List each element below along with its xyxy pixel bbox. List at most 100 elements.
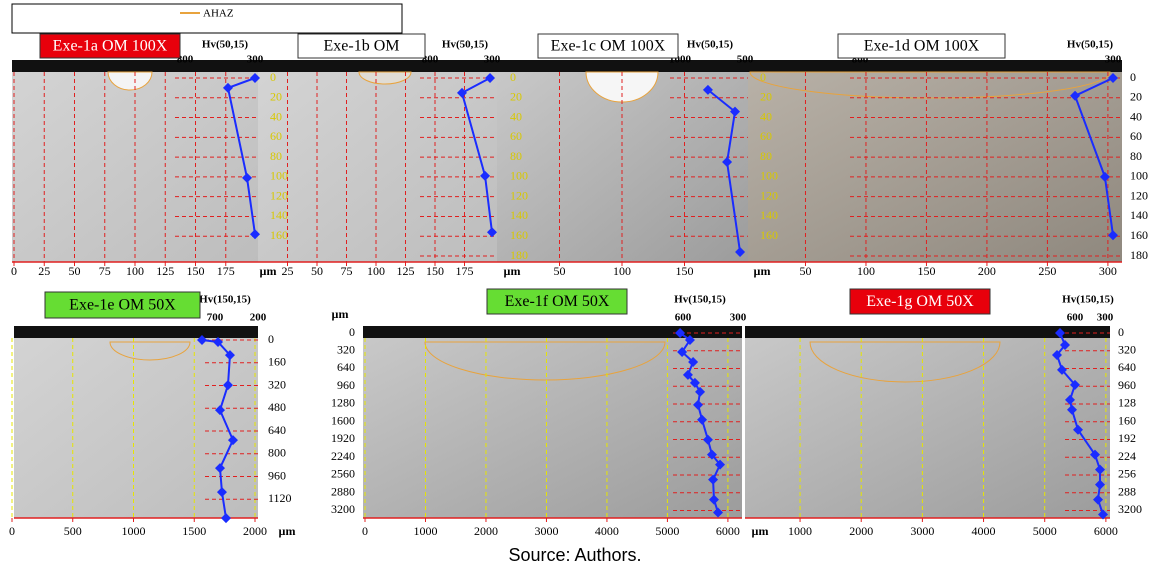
- hardness-tick-label: 300: [1097, 312, 1114, 324]
- hardness-point: [1052, 349, 1062, 360]
- hardness-point: [1073, 424, 1083, 435]
- hardness-point: [697, 414, 708, 425]
- y-tick-label: 20: [270, 90, 282, 104]
- hardness-point: [487, 227, 497, 238]
- y-tick-label: 224: [1118, 449, 1136, 463]
- hardness-point: [693, 399, 704, 410]
- x-tick-label: 50: [69, 264, 81, 278]
- y-tick-label: 100: [270, 169, 288, 183]
- y-unit: µm: [332, 307, 349, 321]
- x-tick-label: 125: [397, 264, 415, 278]
- y-tick-label: 2560: [331, 467, 355, 481]
- micrograph: [258, 64, 497, 262]
- x-tick-label: 4000: [972, 524, 996, 538]
- y-tick-label: 20: [1130, 90, 1142, 104]
- hardness-point: [695, 386, 706, 397]
- micrograph: [745, 330, 1110, 518]
- x-unit: µm: [279, 524, 296, 538]
- ahaz-zone: [109, 341, 191, 361]
- x-tick-label: 0: [362, 524, 368, 538]
- y-tick-label: 160: [1130, 228, 1148, 242]
- y-tick-label: 256: [1118, 467, 1136, 481]
- y-tick-label: 140: [510, 208, 528, 222]
- panel-title: Exe-1b OM: [324, 38, 400, 55]
- hardness-tick-label: 300: [247, 54, 264, 66]
- y-tick-label: 120: [1130, 188, 1148, 202]
- hardness-point: [222, 82, 233, 93]
- y-tick-label: 80: [1130, 149, 1142, 163]
- y-tick-label: 1600: [331, 413, 355, 427]
- y-tick-label: 160: [270, 228, 288, 242]
- hardness-point: [675, 328, 686, 338]
- y-tick-label: 180: [1130, 248, 1148, 262]
- panel-title: Exe-1c OM 100X: [551, 38, 666, 55]
- y-tick-label: 640: [337, 360, 355, 374]
- title-box: [849, 288, 991, 315]
- y-tick-label: 2240: [331, 449, 355, 463]
- y-tick-label: 0: [760, 70, 766, 84]
- x-tick-label: 125: [156, 264, 174, 278]
- panel-title: Exe-1a OM 100X: [53, 38, 168, 55]
- panel-title: Exe-1f OM 50X: [505, 293, 610, 310]
- legend-label: AHAZ: [203, 8, 234, 20]
- y-tick-label: 60: [760, 129, 772, 143]
- hardness-tick-label: 300: [484, 54, 501, 66]
- micrograph: [363, 330, 742, 518]
- y-tick-label: 0: [268, 332, 274, 346]
- hardness-point: [1055, 328, 1065, 338]
- x-tick-label: 100: [126, 264, 144, 278]
- x-tick-label: 100: [613, 264, 631, 278]
- x-tick-label: 0: [11, 264, 17, 278]
- surface-band: [363, 326, 742, 338]
- hardness-point: [682, 369, 693, 380]
- panel-title: Exe-1d OM 100X: [864, 38, 980, 55]
- hardness-point: [242, 172, 253, 183]
- surface-band: [12, 60, 258, 72]
- x-tick-label: 100: [367, 264, 385, 278]
- y-tick-label: 320: [1118, 342, 1136, 356]
- hardness-point: [735, 247, 746, 258]
- hardness-point: [689, 377, 700, 388]
- x-tick-label: 2000: [243, 524, 267, 538]
- hardness-line: [460, 77, 493, 233]
- title-box: [837, 33, 1006, 59]
- hardness-label: Hv(50,15): [1067, 39, 1113, 51]
- hardness-tick-label: 200: [250, 312, 267, 324]
- overlays: 0 25 50 75 100 125 150 175 0 20 40 60 80 100 120 140 160…: [9, 33, 1148, 538]
- ahaz-zone: [358, 71, 412, 85]
- hardness-point: [1057, 364, 1067, 375]
- surface-band: [745, 326, 1110, 338]
- x-tick-label: 1000: [788, 524, 812, 538]
- x-tick-label: 300: [1099, 264, 1117, 278]
- x-tick-label: 175: [217, 264, 235, 278]
- x-tick-label: 150: [187, 264, 205, 278]
- x-tick-label: 200: [978, 264, 996, 278]
- y-tick-label: 480: [268, 400, 286, 414]
- y-tick-label: 180: [510, 248, 528, 262]
- y-tick-label: 80: [270, 149, 282, 163]
- x-tick-label: 1000: [122, 524, 146, 538]
- x-tick-label: 175: [456, 264, 474, 278]
- hardness-label: Hv(150,15): [1062, 294, 1114, 306]
- y-tick-label: 140: [270, 208, 288, 222]
- x-tick-label: 3000: [910, 524, 934, 538]
- hardness-point: [222, 380, 233, 391]
- hardness-point: [706, 449, 717, 460]
- hardness-tick-label: 500: [737, 54, 754, 66]
- hardness-point: [1065, 394, 1075, 405]
- ahaz-zone: [809, 341, 1001, 383]
- x-tick-label: 500: [64, 524, 82, 538]
- x-tick-label: 50: [799, 264, 811, 278]
- y-tick-label: 100: [510, 169, 528, 183]
- x-tick-label: 4000: [595, 524, 619, 538]
- y-tick-label: 140: [1130, 208, 1148, 222]
- hardness-point: [1093, 494, 1103, 505]
- y-tick-label: 100: [1130, 169, 1148, 183]
- hardness-point: [221, 513, 232, 524]
- y-tick-label: 100: [760, 169, 778, 183]
- x-tick-label: 1500: [182, 524, 206, 538]
- hardness-tick-label: 300: [1105, 54, 1122, 66]
- hardness-point: [227, 435, 238, 446]
- x-tick-label: 2000: [849, 524, 873, 538]
- hardness-point: [250, 73, 260, 83]
